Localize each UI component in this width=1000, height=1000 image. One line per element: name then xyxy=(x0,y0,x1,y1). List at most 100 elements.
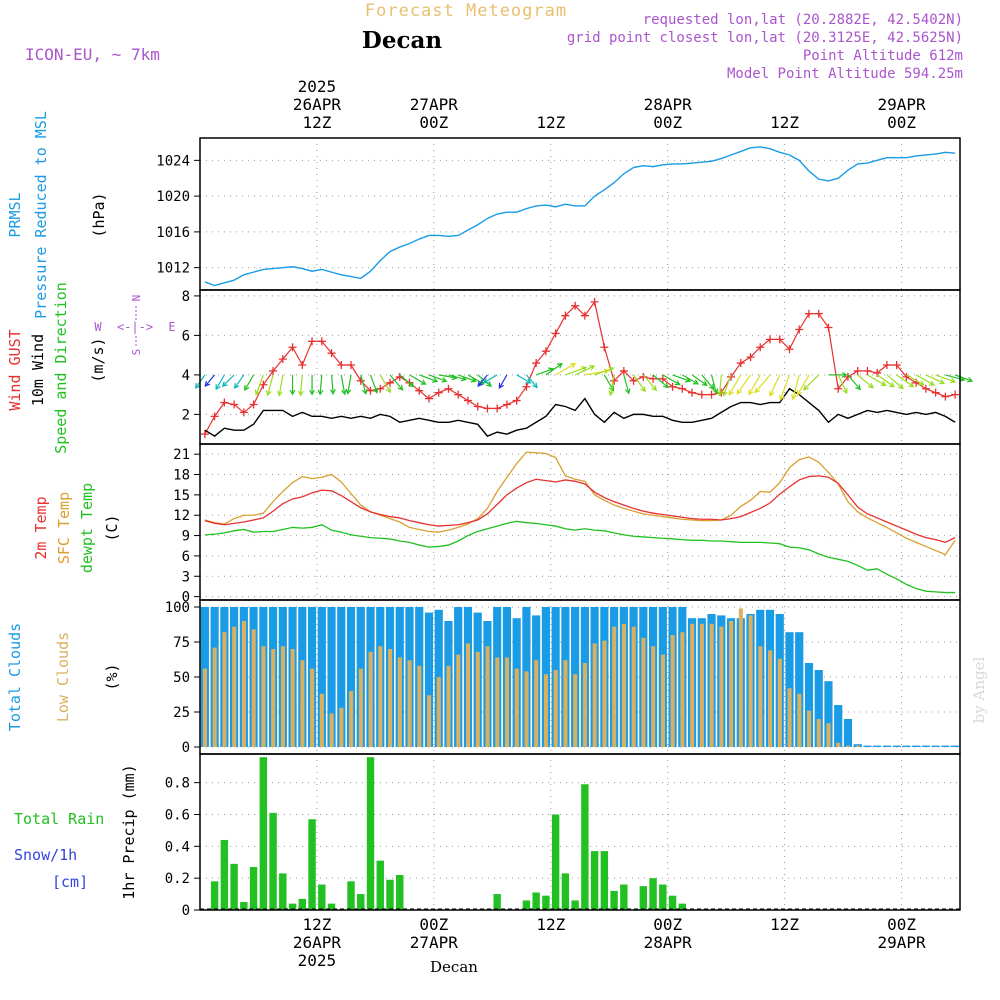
wind-direction-arrow xyxy=(254,374,264,396)
gust-marker xyxy=(541,347,550,356)
gust-marker xyxy=(444,384,453,393)
low-cloud-bar xyxy=(319,693,324,747)
panel-pressure: 1012 1016 1020 1024 PRMSL Pressure Reduced to… xyxy=(6,111,960,319)
wind-direction-arrow xyxy=(935,374,957,384)
rain-bar xyxy=(532,892,540,910)
gust-marker xyxy=(853,366,862,375)
total-cloud-bar xyxy=(873,745,882,747)
panel-frame-wind xyxy=(199,289,961,445)
gust-marker xyxy=(921,384,930,393)
low-cloud-bar xyxy=(280,646,285,747)
gust-marker xyxy=(707,390,716,399)
low-cloud-bar xyxy=(621,623,626,747)
footer-location: Decan xyxy=(430,958,478,976)
gust-marker xyxy=(434,388,443,397)
y-tick-label: 0 xyxy=(182,590,190,606)
low-cloud-bar xyxy=(368,651,373,747)
rain-bar xyxy=(259,757,268,910)
forecast-title: Forecast Meteogram xyxy=(365,1,567,21)
wind-direction-arrow xyxy=(722,374,732,397)
low-cloud-bar xyxy=(514,668,519,747)
y-tick-label: 15 xyxy=(173,488,190,504)
y-tick-label: 0.6 xyxy=(165,807,190,823)
gust-marker xyxy=(931,388,940,397)
gust-marker xyxy=(639,372,648,381)
y-tick-label: 0.8 xyxy=(165,776,190,792)
wind-direction-arrow xyxy=(754,374,771,394)
wind-direction-arrow xyxy=(555,363,577,376)
y-tick-label: 75 xyxy=(173,635,190,651)
gust-marker xyxy=(951,390,960,399)
precip-label-rain: Total Rain xyxy=(14,810,104,828)
low-cloud-bar xyxy=(836,742,841,747)
rain-bar xyxy=(610,890,618,910)
wind-unit: (m/s) xyxy=(89,337,107,382)
low-cloud-bar xyxy=(436,677,441,747)
clouds-unit: (%) xyxy=(103,663,121,690)
bottom-time-label: 12Z xyxy=(302,915,331,934)
wind-direction-arrow xyxy=(716,374,723,397)
gust-marker xyxy=(678,384,687,393)
bottom-time-label: 12Z xyxy=(770,915,799,934)
low-cloud-bar xyxy=(660,654,665,747)
gust-marker xyxy=(658,374,667,383)
low-cloud-bar xyxy=(202,668,208,747)
wind-direction-arrow xyxy=(448,374,468,382)
top-time-label: 26APR xyxy=(293,95,342,114)
gust-marker xyxy=(288,343,297,352)
compass-south: S xyxy=(130,349,143,356)
low-cloud-bar xyxy=(222,632,227,747)
wind-direction-arrow xyxy=(691,374,708,386)
watermark: by Angel xyxy=(970,656,988,723)
gust-marker xyxy=(756,343,765,352)
rain-bar xyxy=(493,894,501,910)
wind-direction-arrow xyxy=(796,374,810,396)
total-cloud-bar xyxy=(317,607,326,747)
low-cloud-bar xyxy=(816,719,821,747)
low-cloud-bar xyxy=(855,745,860,747)
wind-direction-arrow xyxy=(915,374,935,386)
total-cloud-bar xyxy=(941,745,950,747)
rain-bar xyxy=(357,894,365,910)
wind-direction-arrow xyxy=(477,374,488,387)
low-cloud-bar xyxy=(738,608,743,747)
top-time-label: 00Z xyxy=(887,113,916,132)
low-cloud-bar xyxy=(358,668,363,747)
gust-marker xyxy=(766,335,774,344)
gust-marker xyxy=(785,345,794,354)
low-cloud-bar xyxy=(777,658,782,747)
low-cloud-bar xyxy=(787,688,792,747)
wind-direction-arrow xyxy=(317,374,324,396)
low-cloud-bar xyxy=(524,671,529,747)
gust-marker xyxy=(269,366,278,375)
low-cloud-bar xyxy=(397,657,402,747)
gust-marker xyxy=(356,376,365,385)
wind-direction-arrow xyxy=(736,374,752,395)
bottom-time-label: 29APR xyxy=(877,933,926,952)
gust-marker xyxy=(200,430,209,439)
low-cloud-bar xyxy=(378,646,383,747)
model-name: ICON-EU, ~ 7km xyxy=(25,45,160,64)
low-cloud-bar xyxy=(748,615,753,747)
wind-direction-arrow xyxy=(389,374,404,391)
wind-direction-arrow xyxy=(802,374,820,391)
low-cloud-bar xyxy=(563,660,568,747)
rain-bar xyxy=(298,898,307,910)
gust-marker xyxy=(327,349,336,358)
total-cloud-bar xyxy=(931,745,940,747)
wind-direction-arrow xyxy=(233,374,245,390)
y-tick-label: 21 xyxy=(173,447,190,463)
low-cloud-bar xyxy=(495,657,500,747)
wind-direction-arrow xyxy=(419,374,439,383)
total-cloud-bar xyxy=(843,719,853,747)
rain-bar xyxy=(522,900,531,910)
gust-marker xyxy=(892,361,901,370)
top-time-label: 28APR xyxy=(644,95,693,114)
gust-marker xyxy=(688,388,697,397)
low-cloud-bar xyxy=(407,660,412,747)
rain-bar xyxy=(279,873,287,910)
pressure-label-prmsl: PRMSL xyxy=(6,192,24,237)
gust-marker xyxy=(493,404,502,413)
wind-direction-arrow xyxy=(498,374,508,389)
